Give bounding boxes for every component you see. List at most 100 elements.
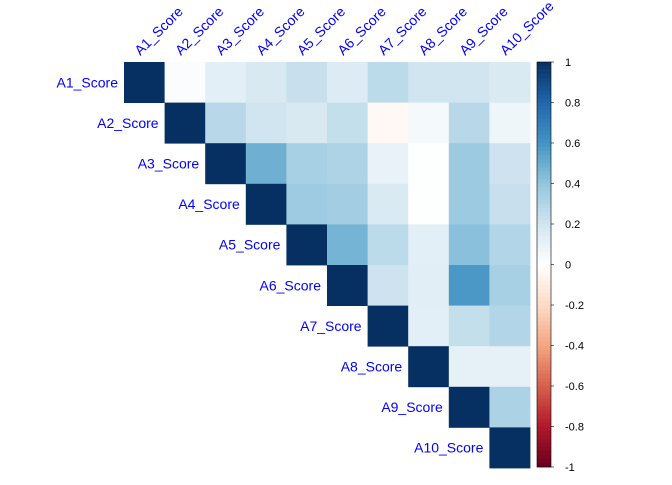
colorbar-segment [537, 175, 551, 180]
cell-A3_Score-A7_Score [367, 143, 409, 185]
cell-A7_Score-A9_Score [448, 305, 490, 347]
colorbar-segment [537, 159, 551, 164]
colorbar-tick-label: 0 [565, 260, 571, 272]
colorbar-segment [537, 260, 551, 265]
cell-A4_Score-A7_Score [367, 183, 409, 225]
cell-A6_Score-A8_Score [408, 265, 450, 306]
colorbar-segment [537, 325, 551, 330]
colorbar-segment [537, 106, 551, 111]
cell-A8_Score-A9_Score [448, 346, 490, 388]
colorbar-segment [537, 118, 551, 124]
colorbar-segment [537, 211, 551, 217]
colorbar-segment [537, 256, 551, 261]
cell-A6_Score-A7_Score [367, 265, 409, 306]
colorbar-segment [537, 268, 551, 273]
colorbar-segment [537, 86, 551, 91]
colorbar-segment [537, 122, 551, 128]
cell-A4_Score-A5_Score [286, 183, 328, 225]
cell-A5_Score-A9_Score [448, 224, 490, 266]
cell-A3_Score-A3_Score [205, 143, 247, 185]
colorbar-tick-label: 0.6 [565, 138, 580, 150]
cell-A7_Score-A8_Score [408, 305, 450, 347]
colorbar-segment [537, 438, 551, 443]
colorbar-segment [537, 284, 551, 290]
colorbar-segment [537, 454, 551, 460]
cell-A1_Score-A5_Score [286, 62, 328, 103]
colorbar-segment [537, 288, 551, 294]
colorbar-segment [537, 199, 551, 205]
cell-A2_Score-A9_Score [448, 102, 490, 144]
colorbar-segment [537, 377, 551, 383]
colorbar-segment [537, 434, 551, 439]
cell-A2_Score-A10_Score [489, 102, 531, 144]
colorbar-segment [537, 143, 551, 148]
colorbar-segment [537, 232, 551, 237]
cell-A6_Score-A9_Score [448, 265, 490, 306]
cell-A3_Score-A5_Score [286, 143, 328, 185]
colorbar-segment [537, 252, 551, 257]
colorbar-segment [537, 195, 551, 200]
colorbar-segment [537, 134, 551, 140]
colorbar-segment [537, 114, 551, 119]
cell-A5_Score-A8_Score [408, 224, 450, 266]
colorbar-segment [537, 187, 551, 192]
cell-A10_Score-A10_Score [489, 427, 531, 469]
cell-A2_Score-A8_Score [408, 102, 450, 144]
cell-A7_Score-A10_Score [489, 305, 531, 347]
row-label-A3_Score: A3_Score [138, 156, 200, 172]
row-label-A4_Score: A4_Score [178, 196, 240, 212]
colorbar-segment [537, 98, 551, 103]
colorbar-tick-label: -0.4 [565, 341, 584, 353]
cell-A3_Score-A6_Score [327, 143, 368, 185]
cell-A3_Score-A4_Score [245, 143, 287, 185]
colorbar-segment [537, 70, 551, 75]
cell-A7_Score-A7_Score [367, 305, 409, 347]
heatmap-cells [124, 62, 531, 469]
colorbar-segment [537, 361, 551, 367]
colorbar-segment [537, 236, 551, 241]
colorbar-segment [537, 381, 551, 387]
row-label-A10_Score: A10_Score [414, 440, 483, 456]
colorbar-segment [537, 248, 551, 253]
colorbar-segment [537, 276, 551, 281]
cell-A4_Score-A8_Score [408, 183, 450, 225]
colorbar-segment [537, 90, 551, 95]
colorbar-segment [537, 167, 551, 172]
colorbar-segment [537, 422, 551, 427]
cell-A5_Score-A10_Score [489, 224, 531, 266]
cell-A1_Score-A8_Score [408, 62, 450, 103]
cell-A2_Score-A3_Score [205, 102, 247, 144]
colorbar-segment [537, 353, 551, 358]
cell-A1_Score-A7_Score [367, 62, 409, 103]
colorbar-segment [537, 373, 551, 379]
colorbar-tick-label: -0.8 [565, 422, 584, 434]
cell-A1_Score-A10_Score [489, 62, 531, 103]
cell-A2_Score-A5_Score [286, 102, 328, 144]
colorbar-segment [537, 82, 551, 87]
colorbar: 1 0.8 0.6 0.4 0.2 0 -0.2 -0.4 -0.6 -0.8 -1 [536, 57, 584, 474]
colorbar-segment [537, 183, 551, 188]
colorbar-segment [537, 155, 551, 160]
colorbar-segment [537, 191, 551, 196]
colorbar-segment [537, 292, 551, 298]
colorbar-segment [537, 341, 551, 346]
cell-A5_Score-A7_Score [367, 224, 409, 266]
col-label-A10_Score: A10_Score [497, 0, 557, 58]
cell-A8_Score-A10_Score [489, 346, 531, 388]
colorbar-segment [537, 171, 551, 176]
row-label-A5_Score: A5_Score [219, 237, 281, 253]
colorbar-segment [537, 369, 551, 375]
colorbar-segment [537, 244, 551, 249]
colorbar-segment [537, 309, 551, 314]
colorbar-segment [537, 78, 551, 83]
colorbar-segment [537, 414, 551, 419]
colorbar-segment [537, 163, 551, 168]
colorbar-segment [537, 462, 551, 468]
colorbar-segment [537, 264, 551, 269]
colorbar-segment [537, 66, 551, 71]
colorbar-tick-label: -1 [565, 462, 575, 474]
colorbar-segment [537, 94, 551, 99]
row-label-A7_Score: A7_Score [300, 318, 362, 334]
cell-A4_Score-A10_Score [489, 183, 531, 225]
